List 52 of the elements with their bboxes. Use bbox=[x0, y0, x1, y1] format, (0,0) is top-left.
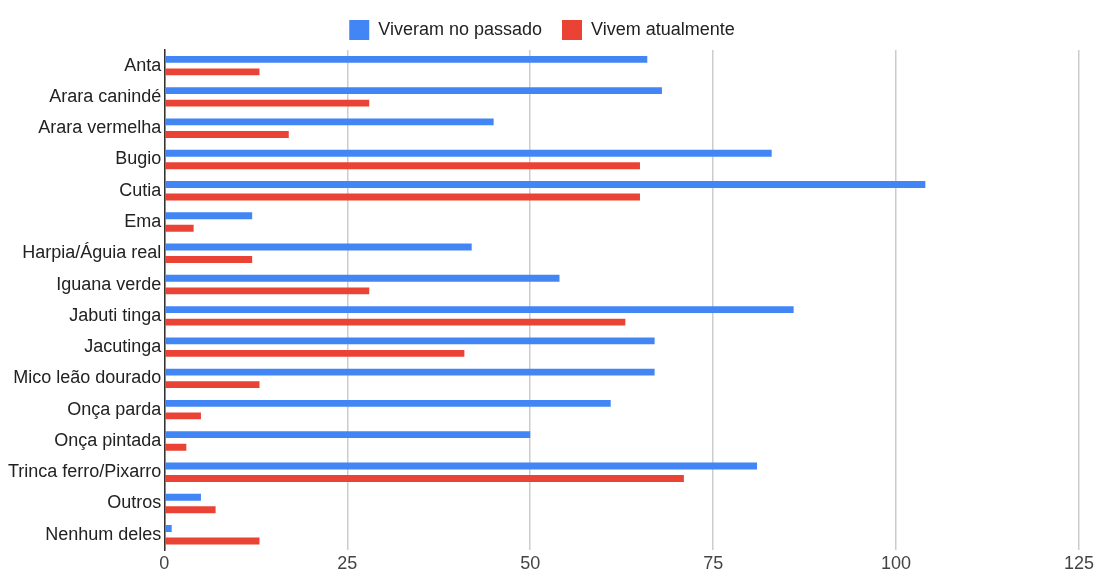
bar bbox=[165, 318, 626, 326]
bar bbox=[165, 68, 260, 76]
y-tick-label: Anta bbox=[124, 54, 163, 75]
bar bbox=[165, 337, 655, 345]
y-tick-label: Harpia/Águia real bbox=[22, 242, 162, 263]
y-tick-label: Onça pintada bbox=[54, 429, 163, 450]
bar bbox=[165, 256, 253, 263]
bar bbox=[165, 349, 465, 357]
y-tick-label: Outros bbox=[107, 492, 162, 513]
y-tick-label: Jacutinga bbox=[84, 336, 163, 357]
bar bbox=[165, 55, 648, 63]
y-tick-label: Arara vermelha bbox=[38, 117, 163, 138]
bar bbox=[165, 287, 370, 295]
bar bbox=[165, 399, 611, 407]
y-tick-label: Onça parda bbox=[67, 398, 163, 419]
y-tick-label: Cutia bbox=[119, 179, 163, 200]
x-tick-label: 25 bbox=[337, 553, 358, 574]
bar bbox=[165, 131, 289, 138]
bar bbox=[165, 87, 662, 95]
y-tick-label: Mico leão dourado bbox=[13, 367, 162, 388]
bar bbox=[165, 525, 172, 532]
x-tick-label: 125 bbox=[1063, 553, 1095, 574]
bar bbox=[165, 431, 531, 439]
y-tick-label: Iguana verde bbox=[56, 273, 162, 294]
bar bbox=[165, 274, 560, 282]
bar bbox=[165, 368, 655, 376]
x-tick-label: 0 bbox=[159, 553, 170, 574]
x-tick-label: 50 bbox=[520, 553, 541, 574]
legend-label: Viveram no passado bbox=[378, 18, 543, 39]
bar bbox=[165, 443, 187, 451]
bar bbox=[165, 224, 194, 232]
bar bbox=[165, 493, 201, 501]
y-tick-label: Trinca ferro/Pixarro bbox=[7, 461, 162, 482]
legend-label: Vivem atualmente bbox=[591, 18, 735, 39]
y-tick-label: Arara canindé bbox=[49, 85, 162, 106]
bar bbox=[165, 506, 216, 514]
bar bbox=[165, 118, 494, 126]
y-tick-label: Nenhum deles bbox=[45, 523, 162, 544]
y-tick-label: Jabuti tinga bbox=[69, 304, 163, 325]
y-tick-label: Ema bbox=[124, 210, 163, 231]
bar bbox=[165, 212, 253, 220]
bar bbox=[165, 381, 260, 389]
bar bbox=[165, 412, 201, 420]
bar bbox=[165, 99, 370, 107]
x-tick-label: 100 bbox=[881, 553, 912, 574]
bar bbox=[165, 162, 640, 170]
bar bbox=[165, 475, 684, 482]
x-tick-label: 75 bbox=[703, 553, 724, 574]
bar bbox=[165, 149, 772, 157]
bar bbox=[165, 306, 794, 314]
bar bbox=[165, 181, 926, 188]
y-tick-label: Bugio bbox=[115, 148, 162, 169]
